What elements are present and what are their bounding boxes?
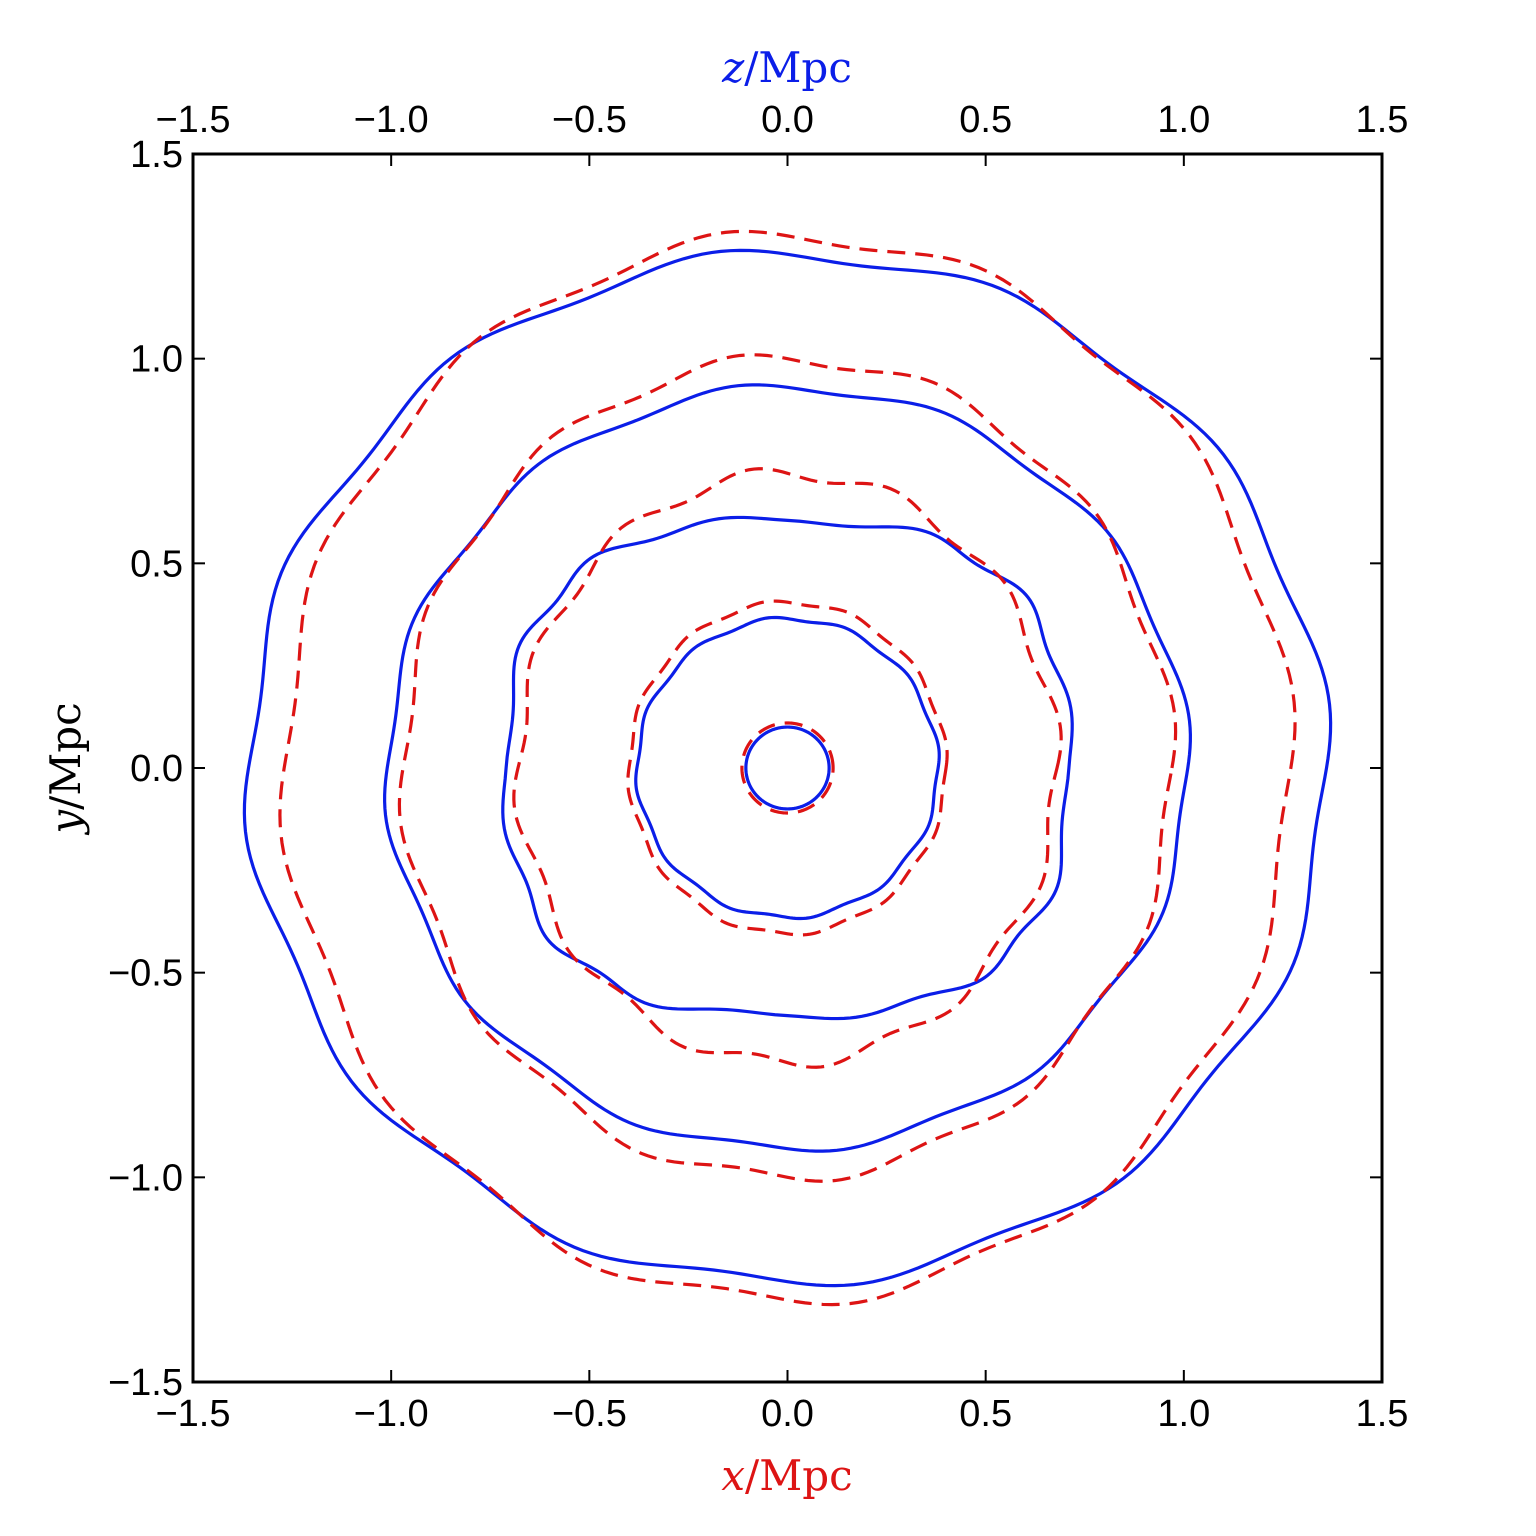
x-tick-label: −1.0 — [354, 1393, 429, 1435]
x-tick-label: 1.5 — [1356, 1393, 1409, 1435]
y-tick-label: 1.5 — [130, 134, 183, 176]
x-axis-label: x/Mpc — [721, 1451, 852, 1500]
z-axis-var: z — [721, 43, 745, 92]
y-tick-label: 0.0 — [130, 748, 183, 790]
z-tick-label: −1.0 — [354, 99, 429, 141]
contour-solid-4 — [383, 383, 1192, 1153]
z-tick-label: −1.5 — [155, 99, 230, 141]
x-tick-label: −1.5 — [155, 1393, 230, 1435]
contour-solid-2 — [634, 615, 941, 921]
y-tick-label: −0.5 — [108, 953, 183, 995]
z-tick-label: 0.0 — [761, 99, 814, 141]
tick-marks — [192, 153, 1383, 1383]
y-tick-label: −1.0 — [108, 1157, 183, 1199]
contour-solid-1 — [744, 725, 831, 811]
y-axis-label: y/Mpc — [41, 702, 90, 835]
y-axis-var: y — [41, 809, 90, 836]
contour-lines — [242, 229, 1333, 1307]
contour-dashed-2 — [626, 599, 949, 937]
contour-dashed-1 — [740, 721, 835, 815]
z-tick-label: 0.5 — [959, 99, 1012, 141]
contour-solid-5 — [242, 248, 1333, 1288]
tick-labels: −1.5 −1.0 −0.5 0.0 0.5 1.0 1.5−1.5 −1.0 −0.5 0.0 0… — [108, 99, 1408, 1435]
y-axis-unit: /Mpc — [41, 702, 90, 810]
z-tick-label: 1.5 — [1356, 99, 1409, 141]
x-axis-unit: /Mpc — [745, 1451, 853, 1500]
x-tick-label: 0.5 — [959, 1393, 1012, 1435]
z-tick-label: −0.5 — [552, 99, 627, 141]
x-axis-var: x — [721, 1451, 745, 1500]
x-tick-label: 0.0 — [761, 1393, 814, 1435]
contour-dashed-4 — [397, 353, 1178, 1183]
x-tick-label: 1.0 — [1157, 1393, 1210, 1435]
y-tick-label: −1.5 — [108, 1362, 183, 1404]
z-tick-label: 1.0 — [1157, 99, 1210, 141]
contour-dashed-3 — [512, 467, 1063, 1069]
z-axis-label: z/Mpc — [721, 43, 852, 92]
y-tick-label: 0.5 — [130, 543, 183, 585]
z-axis-unit: /Mpc — [744, 43, 852, 92]
y-tick-label: 1.0 — [130, 339, 183, 381]
plot-frame — [191, 152, 1384, 1384]
contour-dashed-5 — [278, 229, 1297, 1307]
contour-solid-3 — [501, 515, 1074, 1021]
x-tick-label: −0.5 — [552, 1393, 627, 1435]
